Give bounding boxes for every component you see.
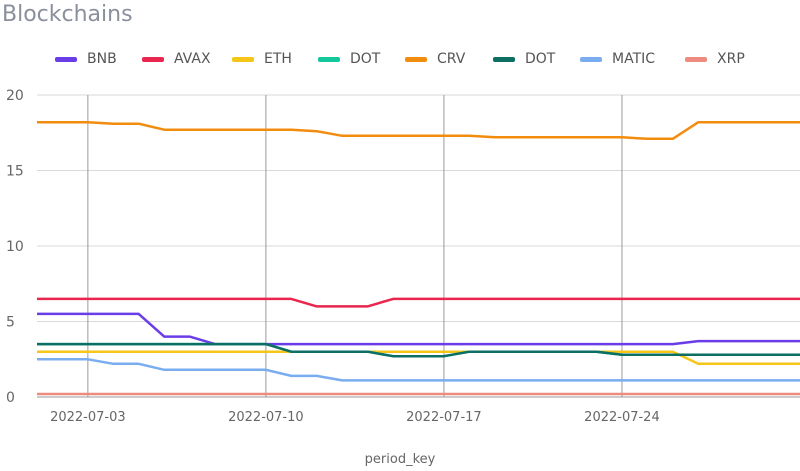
legend-label: CRV (437, 51, 466, 67)
chart-title: Blockchains (2, 2, 133, 27)
series-line-eth (37, 350, 800, 366)
y-tick-label: 0 (6, 390, 15, 406)
legend-item[interactable]: BNB (55, 48, 117, 70)
y-tick-label: 5 (6, 315, 15, 331)
series-line-matic (37, 358, 800, 382)
legend-label: XRP (717, 51, 745, 67)
x-tick-label: 2022-07-03 (50, 410, 126, 425)
legend-label: DOT (525, 51, 556, 67)
legend-swatch (142, 56, 164, 62)
legend-label: DOT (350, 51, 381, 67)
legend-item[interactable]: ETH (232, 48, 292, 70)
x-tick-label: 2022-07-17 (406, 410, 482, 425)
legend-swatch (318, 56, 340, 62)
x-axis-label: period_key (364, 452, 436, 467)
series-line-bnb (37, 312, 800, 346)
legend-swatch (405, 56, 427, 62)
legend-item[interactable]: XRP (685, 48, 745, 70)
series-line-crv (37, 120, 800, 141)
series-line-avax (37, 297, 800, 308)
y-tick-label: 10 (6, 239, 24, 255)
legend-item[interactable]: AVAX (142, 48, 211, 70)
x-tick-label: 2022-07-10 (228, 410, 304, 425)
legend-swatch (580, 56, 602, 62)
legend-item[interactable]: CRV (405, 48, 465, 70)
legend-swatch (685, 56, 707, 62)
y-tick-label: 20 (6, 88, 24, 104)
series-line-dot-2 (37, 342, 800, 358)
y-tick-label: 15 (6, 164, 24, 180)
chart-legend: BNB AVAX ETH DOT CRV DOT MATIC XRP (0, 48, 800, 70)
legend-label: BNB (87, 51, 117, 67)
legend-item[interactable]: DOT (493, 48, 555, 70)
legend-item[interactable]: MATIC (580, 48, 655, 70)
legend-label: MATIC (612, 51, 656, 67)
legend-swatch (493, 56, 515, 62)
legend-swatch (55, 56, 77, 62)
legend-item[interactable]: DOT (318, 48, 380, 70)
legend-label: ETH (264, 51, 292, 67)
legend-label: AVAX (174, 51, 211, 67)
legend-swatch (232, 56, 254, 62)
x-tick-label: 2022-07-24 (584, 410, 660, 425)
